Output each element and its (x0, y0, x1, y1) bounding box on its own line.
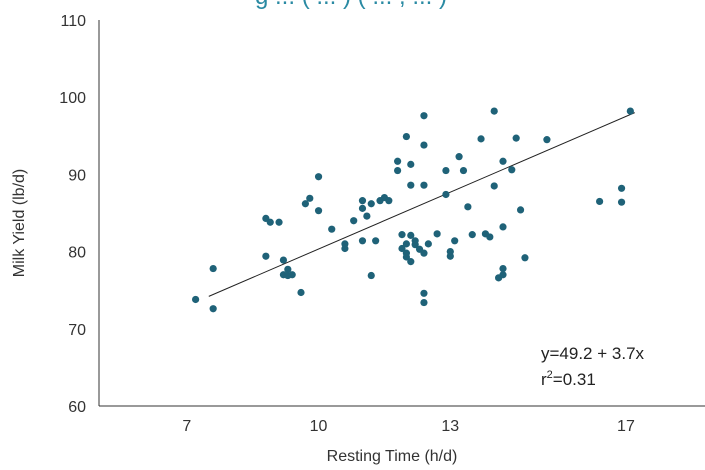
data-point (446, 248, 454, 256)
regression-equation: y=49.2 + 3.7x (541, 344, 645, 363)
data-point (596, 197, 604, 206)
data-point (512, 134, 520, 142)
y-ticks: 60 70 80 90 100 110 (59, 13, 86, 416)
data-point (464, 203, 472, 211)
data-point (301, 200, 309, 208)
data-point (411, 237, 419, 245)
data-point (262, 252, 270, 260)
data-point (420, 289, 428, 297)
data-point (402, 249, 410, 257)
x-tick-label: 17 (617, 418, 635, 435)
y-tick-label: 70 (68, 322, 86, 339)
data-point (306, 194, 314, 202)
data-point (420, 249, 428, 257)
data-point (402, 240, 410, 248)
data-point (358, 204, 367, 212)
data-point (468, 231, 476, 239)
data-point (407, 181, 415, 189)
x-tick-label: 13 (441, 418, 459, 435)
data-point (358, 197, 367, 205)
data-point (451, 237, 459, 245)
data-point (328, 225, 336, 233)
data-point (314, 207, 323, 215)
data-point (350, 217, 358, 225)
data-point (341, 240, 349, 248)
data-point (626, 107, 634, 115)
y-tick-label: 80 (68, 245, 86, 262)
data-point (372, 237, 380, 245)
r-symbol: r (541, 370, 547, 389)
data-point (508, 166, 516, 174)
data-point (209, 305, 217, 313)
r-superscript: 2 (547, 369, 553, 381)
x-axis-label: Resting Time (h/d) (327, 448, 458, 465)
data-point (499, 223, 507, 231)
data-point (398, 244, 406, 253)
data-point (442, 166, 450, 175)
data-point (363, 212, 371, 220)
data-point (284, 265, 292, 273)
data-point (490, 107, 498, 115)
data-point (407, 160, 415, 168)
data-point (442, 190, 450, 199)
x-ticks: 7 10 13 17 (182, 418, 635, 435)
data-point (314, 173, 323, 181)
y-axis-label: Milk Yield (lb/d) (11, 169, 28, 277)
chart-axes (98, 20, 705, 407)
data-point (288, 271, 296, 279)
data-point (433, 230, 441, 238)
data-point (420, 298, 428, 307)
data-point (490, 182, 498, 190)
data-point (398, 231, 406, 239)
data-point (394, 157, 402, 165)
data-point (477, 135, 485, 143)
x-tick-label: 10 (310, 418, 328, 435)
data-point (279, 256, 288, 264)
regression-annotation: y=49.2 + 3.7x r2=0.31 (541, 344, 645, 389)
data-point (209, 264, 217, 273)
data-point (617, 184, 626, 192)
data-point (407, 258, 415, 266)
data-point (420, 181, 428, 189)
y-tick-label: 90 (68, 167, 86, 184)
data-point (385, 197, 393, 205)
data-point (617, 198, 626, 206)
data-point (407, 231, 415, 239)
data-point (486, 233, 494, 241)
x-tick-label: 7 (182, 418, 191, 435)
data-point (459, 166, 468, 175)
r-squared-label: r2=0.31 (541, 369, 596, 389)
data-point (358, 237, 367, 245)
data-point (367, 200, 375, 208)
data-point (367, 271, 375, 280)
data-point (275, 218, 283, 226)
y-tick-label: 110 (60, 13, 86, 30)
data-point (543, 136, 551, 144)
data-points (192, 107, 634, 313)
data-point (402, 132, 410, 141)
data-point (420, 141, 428, 149)
data-point (297, 288, 305, 297)
data-point (516, 206, 525, 214)
data-point (521, 254, 529, 262)
data-point (420, 112, 428, 120)
r-squared-value: =0.31 (553, 370, 596, 389)
y-tick-label: 100 (59, 90, 86, 107)
chart-title-fragment: g ... ( ... ) ( ... , ... ) (255, 0, 447, 10)
data-point (394, 166, 402, 175)
data-point (266, 218, 274, 226)
data-point (455, 153, 463, 161)
data-point (499, 271, 507, 279)
data-point (499, 157, 507, 165)
data-point (499, 264, 507, 273)
y-tick-label: 60 (68, 399, 86, 416)
trend-line (208, 112, 635, 297)
data-point (192, 295, 200, 304)
data-point (424, 240, 432, 248)
